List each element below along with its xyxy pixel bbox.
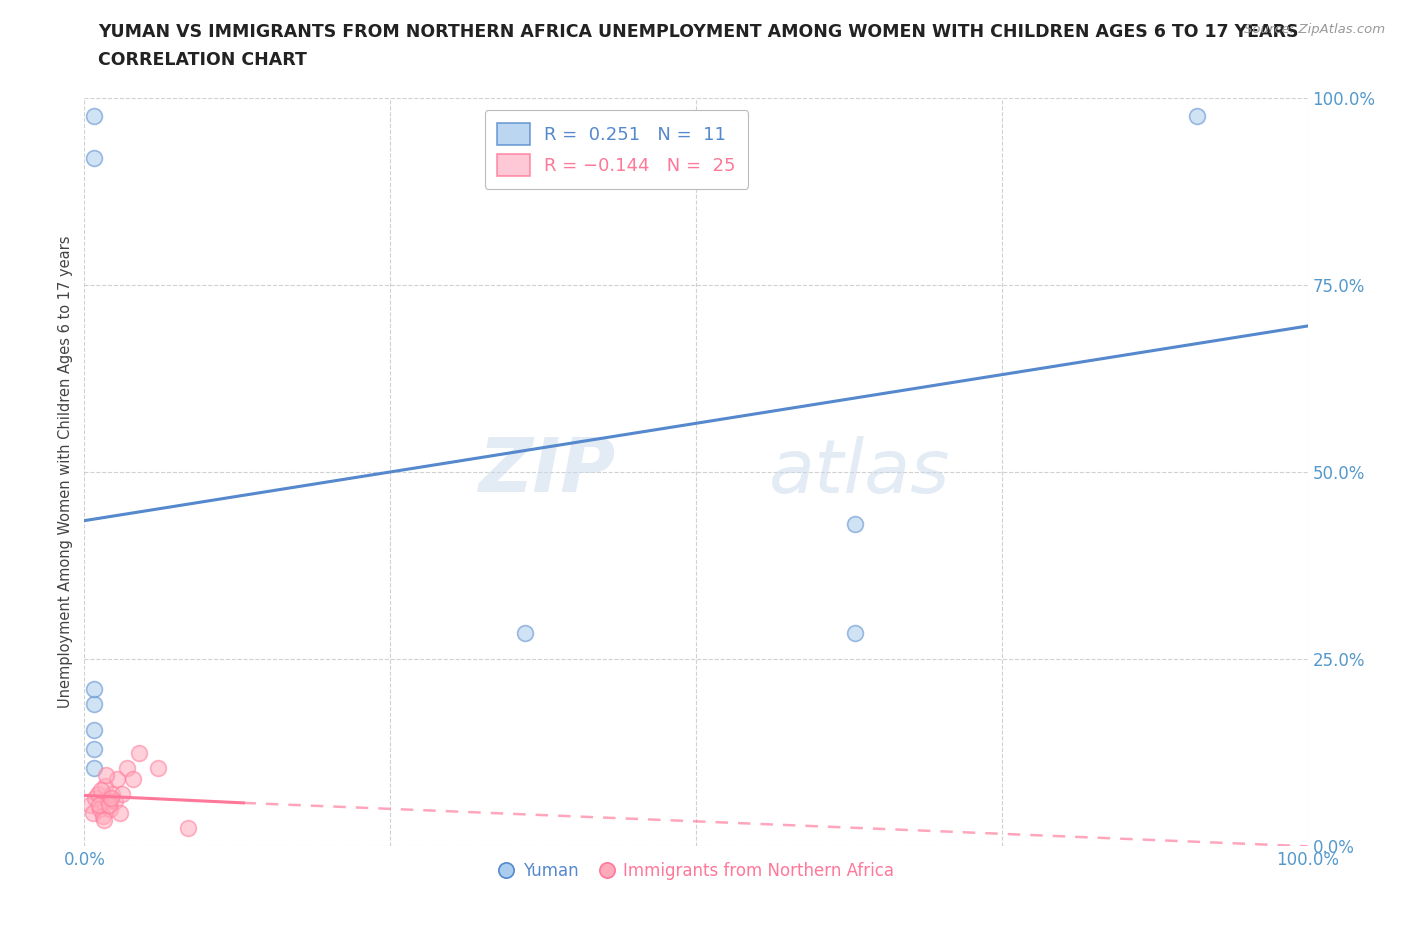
Point bbox=[82, 805, 104, 820]
Point bbox=[83, 741, 105, 756]
Point bbox=[83, 760, 105, 775]
Point bbox=[91, 809, 114, 824]
Point bbox=[96, 768, 118, 783]
Point bbox=[122, 772, 145, 787]
Point bbox=[97, 798, 120, 813]
Point bbox=[97, 794, 120, 809]
Point bbox=[105, 772, 128, 787]
Point bbox=[513, 626, 536, 641]
Text: ZIP: ZIP bbox=[479, 435, 616, 509]
Point bbox=[79, 798, 101, 813]
Y-axis label: Unemployment Among Women with Children Ages 6 to 17 years: Unemployment Among Women with Children A… bbox=[58, 235, 73, 709]
Point bbox=[146, 760, 169, 775]
Text: Source: ZipAtlas.com: Source: ZipAtlas.com bbox=[1244, 23, 1385, 36]
Point bbox=[844, 626, 866, 641]
Point bbox=[83, 150, 105, 165]
Point bbox=[83, 697, 105, 711]
Point bbox=[108, 805, 131, 820]
Text: CORRELATION CHART: CORRELATION CHART bbox=[98, 51, 308, 69]
Point bbox=[115, 760, 138, 775]
Point bbox=[111, 787, 134, 802]
Point bbox=[1187, 109, 1209, 124]
Point bbox=[128, 745, 150, 760]
Point bbox=[98, 802, 121, 817]
Point bbox=[177, 820, 200, 835]
Point bbox=[94, 779, 117, 794]
Text: atlas: atlas bbox=[769, 436, 950, 508]
Text: YUMAN VS IMMIGRANTS FROM NORTHERN AFRICA UNEMPLOYMENT AMONG WOMEN WITH CHILDREN : YUMAN VS IMMIGRANTS FROM NORTHERN AFRICA… bbox=[98, 23, 1299, 41]
Point bbox=[844, 517, 866, 532]
Point bbox=[87, 798, 110, 813]
Point bbox=[83, 682, 105, 697]
Point bbox=[93, 813, 115, 828]
Point bbox=[100, 790, 122, 805]
Point bbox=[104, 794, 127, 809]
Point bbox=[83, 109, 105, 124]
Point bbox=[90, 783, 112, 798]
Point bbox=[84, 790, 107, 805]
Point bbox=[87, 787, 110, 802]
Point bbox=[83, 723, 105, 737]
Point bbox=[101, 787, 124, 802]
Point bbox=[89, 802, 111, 817]
Legend: Yuman, Immigrants from Northern Africa: Yuman, Immigrants from Northern Africa bbox=[491, 856, 901, 886]
